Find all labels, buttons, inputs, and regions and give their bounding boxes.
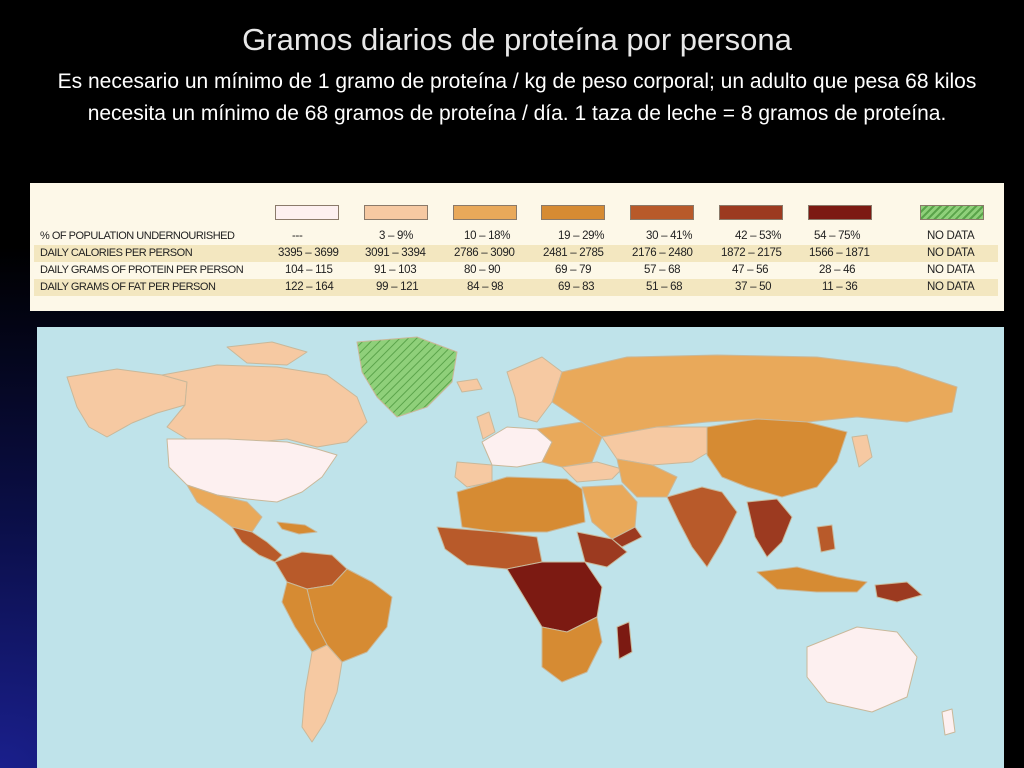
legend-swatch-6	[719, 205, 783, 220]
legend-row-label: % OF POPULATION UNDERNOURISHED	[40, 230, 235, 242]
legend-swatch-nodata	[920, 205, 984, 220]
region-southeast-asia	[746, 498, 793, 558]
legend-cell: 122 – 164	[285, 281, 334, 293]
region-uk	[476, 411, 496, 440]
region-iberia	[454, 461, 493, 488]
legend-row-protein: DAILY GRAMS OF PROTEIN PER PERSON 104 – …	[34, 262, 998, 279]
legend-cell: 84 – 98	[467, 281, 504, 293]
legend-cell: 42 – 53%	[735, 230, 782, 242]
legend-cell: 30 – 41%	[646, 230, 693, 242]
legend-cell: 51 – 68	[646, 281, 683, 293]
region-central-america	[231, 526, 283, 563]
region-west-africa	[436, 526, 543, 570]
legend-cell: NO DATA	[927, 264, 975, 276]
legend-cell: 3 – 9%	[379, 230, 414, 242]
world-map	[37, 327, 1004, 768]
legend-cell: 19 – 29%	[558, 230, 605, 242]
region-greenland	[356, 336, 458, 418]
legend-cell: 2176 – 2480	[632, 247, 693, 259]
region-southern-africa	[541, 616, 603, 683]
region-russia	[551, 354, 958, 438]
slide-title: Gramos diarios de proteína por persona	[242, 22, 792, 57]
legend-row-calories: DAILY CALORIES PER PERSON 3395 – 3699 30…	[34, 245, 998, 262]
region-india	[666, 486, 738, 568]
region-china	[706, 418, 848, 498]
slide-subtitle: Es necesario un mínimo de 1 gramo de pro…	[57, 70, 977, 125]
region-indonesia	[756, 566, 868, 593]
region-southern-cone	[301, 644, 343, 743]
region-north-africa	[456, 476, 586, 533]
legend-cell: 2786 – 3090	[454, 247, 515, 259]
legend-cell: 80 – 90	[464, 264, 501, 276]
legend-cell: NO DATA	[927, 281, 975, 293]
legend-cell: 2481 – 2785	[543, 247, 604, 259]
legend-cell: 1566 – 1871	[809, 247, 870, 259]
legend-cell: 69 – 83	[558, 281, 595, 293]
region-new-zealand	[941, 708, 956, 736]
legend-cell: NO DATA	[927, 230, 975, 242]
legend-cell: 47 – 56	[732, 264, 769, 276]
legend-cell: 91 – 103	[374, 264, 417, 276]
world-map-svg	[66, 336, 958, 743]
region-australia	[806, 626, 918, 713]
legend-cell: 104 – 115	[285, 264, 333, 276]
legend-swatch-2	[364, 205, 428, 220]
region-arctic-islands	[226, 341, 308, 366]
legend-cell: 10 – 18%	[464, 230, 511, 242]
legend-cell: 1872 – 2175	[721, 247, 782, 259]
legend-row-label: DAILY CALORIES PER PERSON	[40, 247, 193, 259]
legend-cell: 3091 – 3394	[365, 247, 426, 259]
legend-row-label: DAILY GRAMS OF PROTEIN PER PERSON	[40, 264, 244, 276]
region-madagascar	[616, 621, 633, 660]
region-japan	[851, 434, 873, 468]
map-legend: % OF POPULATION UNDERNOURISHED --- 3 – 9…	[30, 183, 1004, 311]
legend-swatch-3	[453, 205, 517, 220]
region-canada	[161, 364, 368, 448]
legend-cell: 54 – 75%	[814, 230, 861, 242]
legend-cell: 57 – 68	[644, 264, 681, 276]
legend-row-undernourished: % OF POPULATION UNDERNOURISHED --- 3 – 9…	[34, 228, 998, 245]
legend-cell: 28 – 46	[819, 264, 856, 276]
legend-cell: 99 – 121	[376, 281, 419, 293]
legend-row-label: DAILY GRAMS OF FAT PER PERSON	[40, 281, 216, 293]
legend-swatch-4	[541, 205, 605, 220]
region-alaska	[66, 368, 188, 438]
legend-cell: 11 – 36	[822, 281, 858, 293]
legend-swatch-7	[808, 205, 872, 220]
region-scandinavia	[506, 356, 563, 423]
region-philippines	[816, 524, 836, 553]
legend-cell: ---	[292, 230, 303, 242]
legend-swatch-1	[275, 205, 339, 220]
legend-cell: NO DATA	[927, 247, 975, 259]
legend-cell: 37 – 50	[735, 281, 772, 293]
legend-cell: 69 – 79	[555, 264, 592, 276]
legend-swatch-5	[630, 205, 694, 220]
region-horn-of-africa	[576, 531, 628, 568]
region-iceland	[456, 378, 483, 393]
legend-cell: 3395 – 3699	[278, 247, 339, 259]
legend-row-fat: DAILY GRAMS OF FAT PER PERSON 122 – 164 …	[34, 279, 998, 296]
region-caribbean	[276, 521, 318, 535]
region-turkey	[561, 461, 623, 483]
region-papua	[874, 581, 923, 603]
